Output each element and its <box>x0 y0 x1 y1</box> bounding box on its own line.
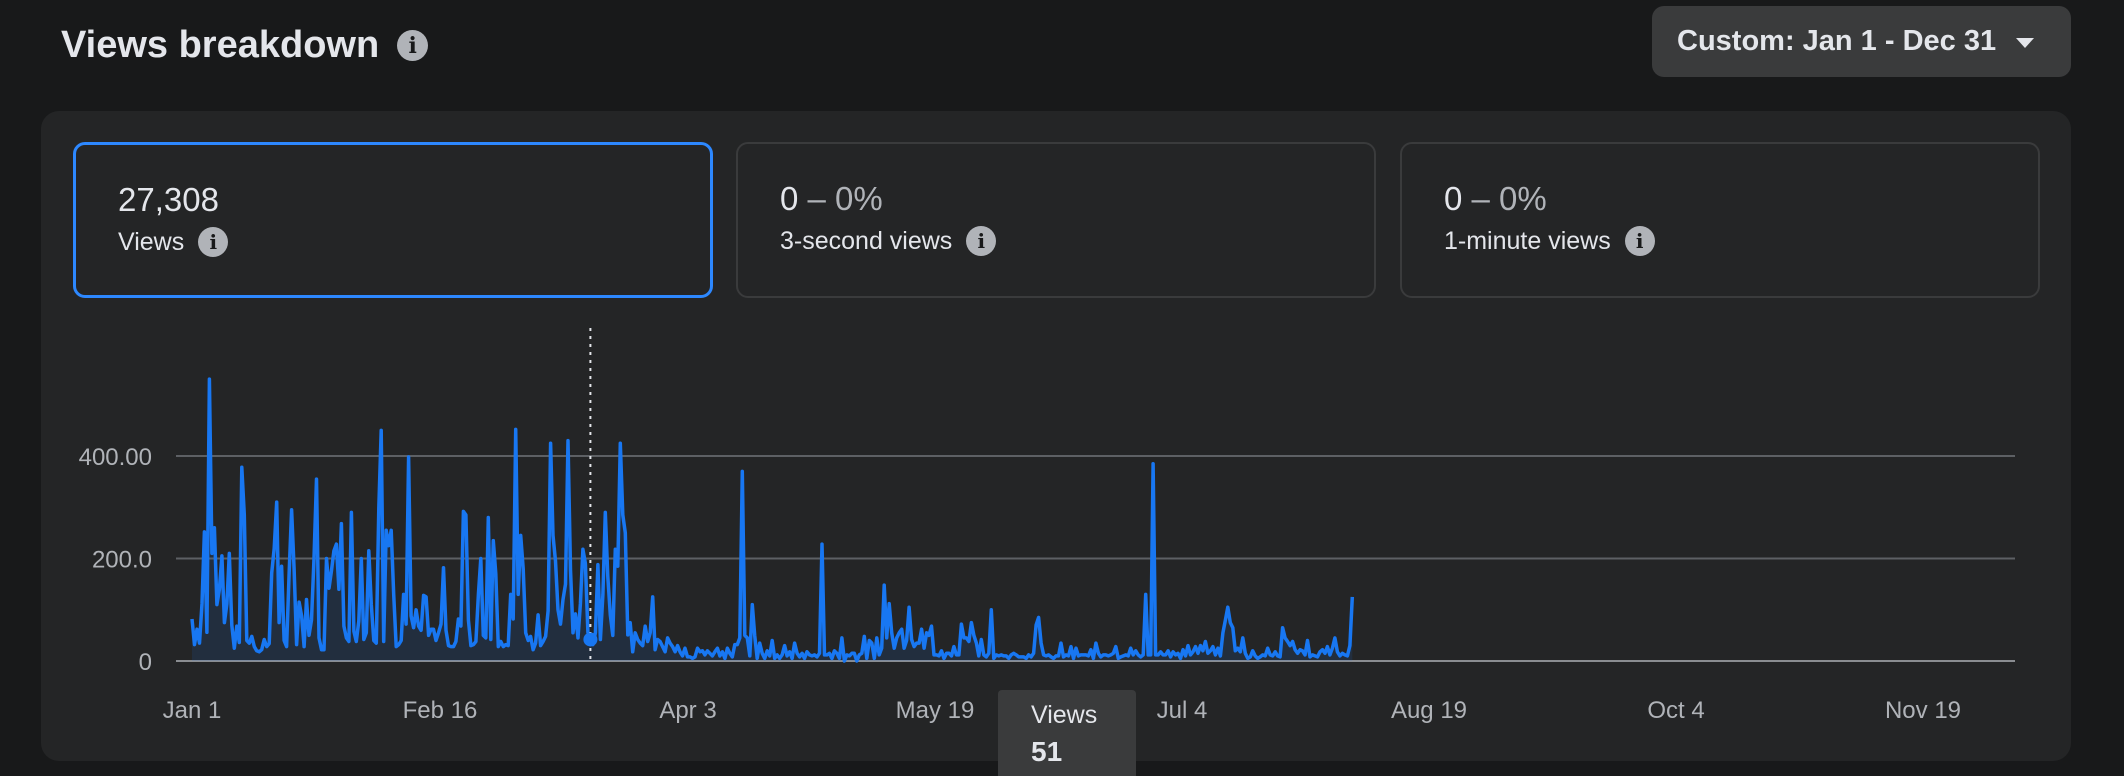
x-tick-label: Apr 3 <box>659 697 716 724</box>
info-icon[interactable]: i <box>966 226 997 256</box>
metric-number: 0 <box>1444 180 1463 217</box>
metric-value: 0 – 0% <box>1444 180 1547 218</box>
metric-value: 27,308 <box>118 181 219 219</box>
metric-percent: – 0% <box>1462 180 1547 217</box>
page-title: Views breakdown i <box>61 24 429 67</box>
x-tick-label: May 19 <box>896 697 975 724</box>
metric-value: 0 – 0% <box>780 180 883 218</box>
metric-card-3-second-views[interactable]: 0 – 0% 3-second views i <box>736 142 1376 298</box>
metric-number: 27,308 <box>118 181 219 218</box>
metric-card-1-minute-views[interactable]: 0 – 0% 1-minute views i <box>1400 142 2040 298</box>
metric-label-row: 3-second views i <box>780 226 997 256</box>
info-icon[interactable]: i <box>397 30 429 61</box>
metric-card-views[interactable]: 27,308 Views i <box>73 142 713 298</box>
hover-point <box>583 632 598 647</box>
metric-label-row: Views i <box>118 227 229 257</box>
metric-label: 1-minute views <box>1444 226 1611 255</box>
info-icon[interactable]: i <box>198 227 229 257</box>
x-tick-label: Nov 19 <box>1885 697 1961 724</box>
tooltip-label: Views <box>1031 701 1098 729</box>
chart-tooltip: Views 51 <box>998 690 1136 776</box>
info-icon[interactable]: i <box>1624 226 1655 256</box>
y-tick-label: 400.00 <box>79 444 152 471</box>
metric-number: 0 <box>780 180 799 217</box>
date-range-label: Custom: Jan 1 - Dec 31 <box>1677 25 1997 57</box>
metric-label-row: 1-minute views i <box>1444 226 1655 256</box>
metric-label: Views <box>118 227 185 256</box>
x-tick-label: Oct 4 <box>1647 697 1704 724</box>
page-title-text: Views breakdown <box>61 24 380 66</box>
caret-down-icon <box>2016 37 2035 48</box>
tooltip-value: 51 <box>1031 736 1063 767</box>
date-range-dropdown[interactable]: Custom: Jan 1 - Dec 31 <box>1652 6 2071 77</box>
y-tick-label: 0 <box>139 649 152 676</box>
metric-percent: – 0% <box>798 180 883 217</box>
x-tick-label: Jan 1 <box>163 697 222 724</box>
series-line <box>190 377 1355 663</box>
x-tick-label: Aug 19 <box>1391 697 1467 724</box>
x-tick-label: Jul 4 <box>1157 697 1208 724</box>
x-tick-label: Feb 16 <box>403 697 478 724</box>
metric-label: 3-second views <box>780 226 953 255</box>
y-tick-label: 200.0 <box>92 547 152 574</box>
